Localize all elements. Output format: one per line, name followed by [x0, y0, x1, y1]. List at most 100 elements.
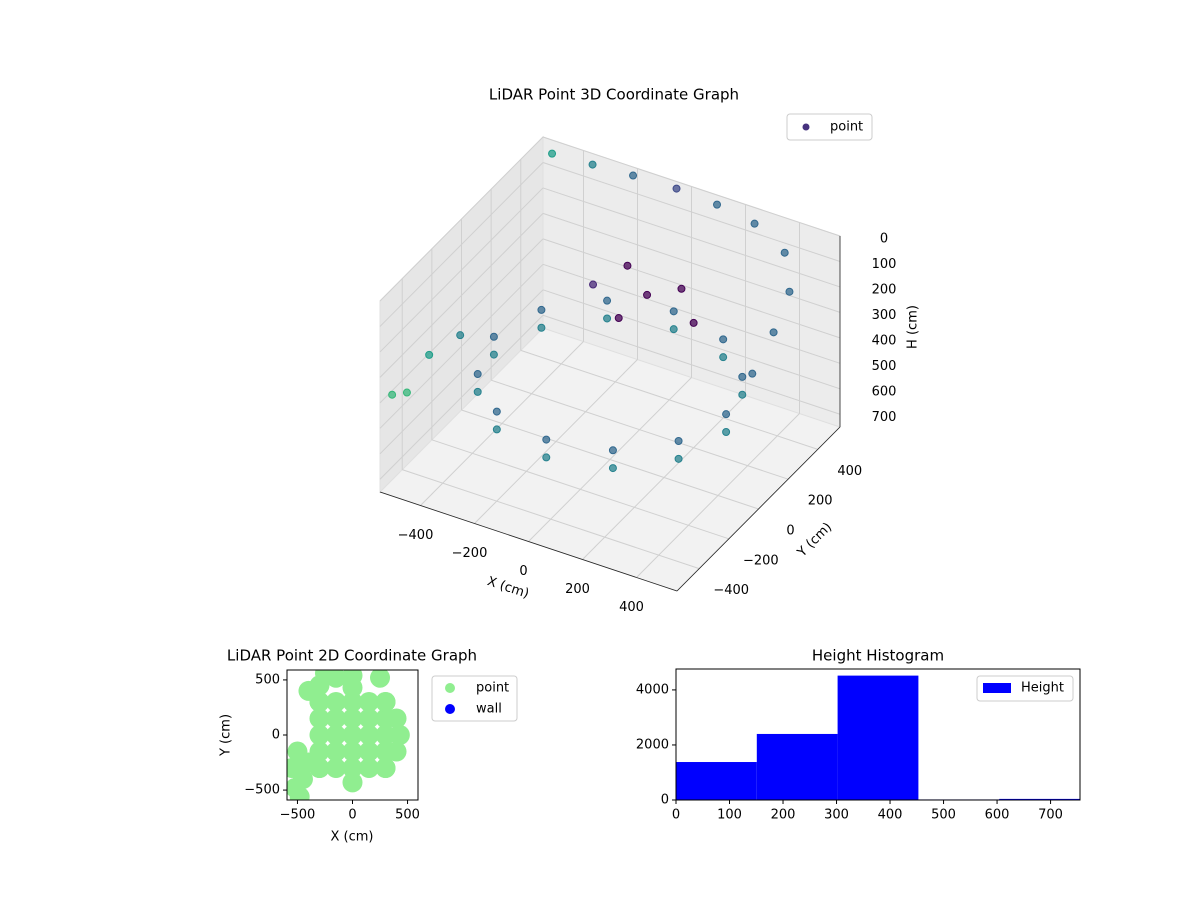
grid-line [431, 439, 730, 540]
point [614, 314, 623, 323]
grid-line [542, 212, 841, 313]
y-tick-label: 2000 [636, 737, 669, 752]
point [359, 708, 380, 729]
point [325, 691, 346, 712]
point [588, 160, 597, 169]
tick-label: 300 [872, 308, 897, 323]
grid-line [379, 136, 544, 302]
point [489, 350, 498, 359]
point [719, 335, 728, 344]
legend-box [431, 675, 518, 722]
grid-line [379, 187, 544, 353]
point [542, 453, 551, 462]
point [342, 670, 363, 686]
point [473, 387, 482, 396]
grid-line [542, 187, 841, 288]
tick-label: −400 [398, 528, 434, 543]
point [537, 323, 546, 332]
x-tick-label: 700 [1038, 808, 1063, 823]
title: Height Histogram [812, 647, 944, 665]
point [489, 332, 498, 341]
grid-line [379, 162, 544, 327]
point [309, 725, 330, 745]
grid-line [490, 379, 789, 480]
point [342, 741, 363, 762]
point [309, 708, 330, 729]
point [674, 436, 683, 445]
plot-area [287, 670, 410, 800]
point [325, 708, 346, 729]
tick-label: −400 [713, 583, 749, 598]
point [548, 149, 557, 158]
x-tick-label: 0 [672, 808, 680, 823]
tick-label: 0 [880, 232, 888, 247]
point [674, 454, 683, 463]
tick-label: 0 [519, 564, 527, 579]
tick-label: 400 [619, 600, 644, 615]
grid-line [542, 289, 841, 390]
point [386, 741, 407, 762]
tick-label: −200 [452, 546, 488, 561]
grid-line [542, 161, 841, 262]
point [298, 752, 319, 773]
y-tick-label: 4000 [636, 682, 669, 697]
point [473, 370, 482, 379]
bar [837, 675, 919, 800]
y-tick-label: 500 [255, 672, 280, 687]
point [589, 280, 598, 289]
point [713, 200, 722, 209]
point [325, 758, 346, 779]
y-axis-label: Y (cm) [219, 714, 234, 757]
point [608, 446, 617, 455]
x-tick-label: 600 [985, 808, 1010, 823]
grid-line [461, 409, 759, 510]
point [603, 296, 612, 305]
title: LiDAR Point 2D Coordinate Graph [227, 647, 477, 665]
tick-label: 600 [872, 384, 897, 399]
x-tick-label: 500 [931, 808, 956, 823]
legend-marker [445, 704, 455, 714]
point [359, 758, 380, 779]
legend-marker [802, 123, 810, 131]
tick-label: 400 [872, 333, 897, 348]
point [689, 318, 698, 327]
point [722, 410, 731, 419]
x-tick-label: 300 [824, 808, 849, 823]
point [780, 248, 789, 257]
x-tick-label: 0 [348, 808, 356, 823]
point [402, 388, 411, 397]
legend-label: point [830, 120, 863, 135]
legend-label: wall [476, 702, 502, 717]
tick-label: 500 [872, 359, 897, 374]
grid-line [379, 263, 544, 429]
legend-label: point [476, 681, 509, 696]
grid-line [520, 349, 818, 450]
point [608, 464, 617, 473]
tick-label: 700 [872, 410, 897, 425]
point [672, 184, 681, 193]
point [325, 741, 346, 762]
point [342, 725, 363, 745]
grid-line [542, 136, 841, 237]
grid-line [379, 314, 544, 480]
point [342, 691, 363, 712]
point [537, 305, 546, 314]
axis-line [379, 491, 678, 592]
point [388, 390, 397, 399]
legend-box [976, 675, 1074, 702]
legend-label: Height [1021, 681, 1064, 696]
point [456, 331, 465, 340]
tick-label: 100 [872, 257, 897, 272]
point [669, 325, 678, 334]
point [492, 407, 501, 416]
grid-line [402, 469, 700, 570]
point [738, 390, 747, 399]
point [359, 691, 380, 712]
point [623, 261, 632, 270]
point [359, 725, 380, 745]
bar [999, 798, 1080, 800]
point [677, 284, 686, 293]
point [629, 171, 638, 180]
axis-line [676, 426, 841, 592]
